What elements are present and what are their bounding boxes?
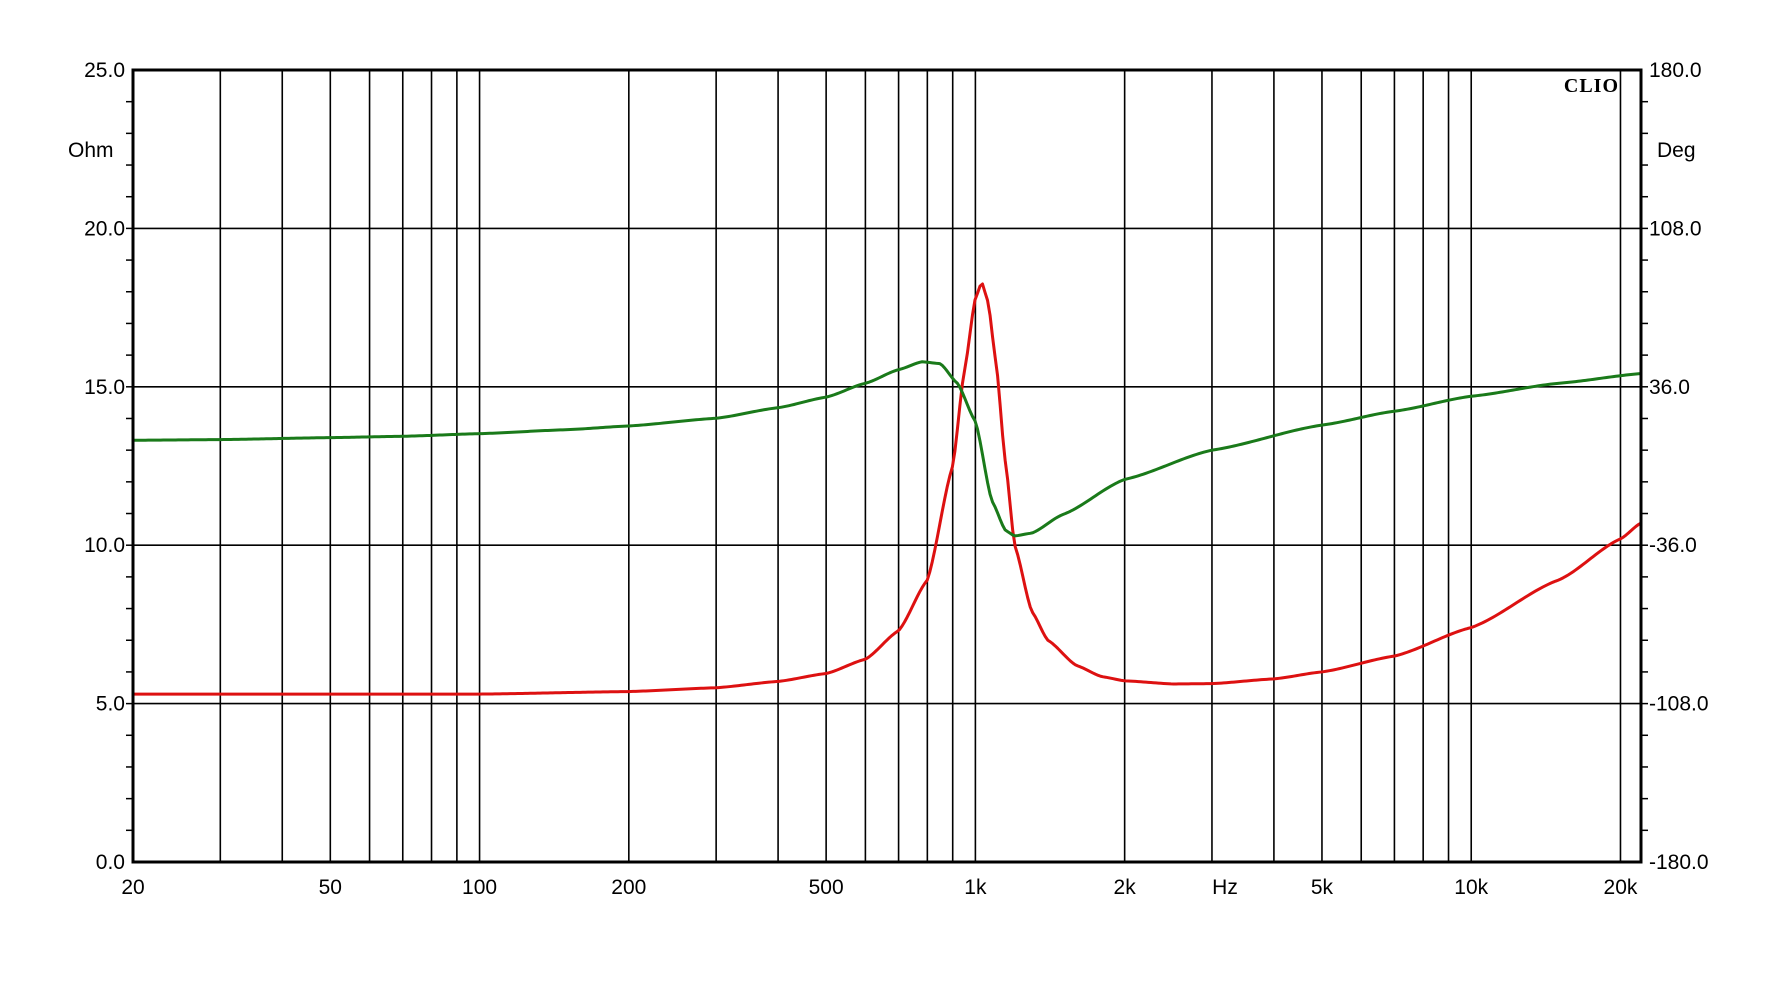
left-tick-label: 20.0 [84, 217, 125, 240]
right-tick-label: 108.0 [1649, 217, 1702, 240]
x-axis-unit: Hz [1212, 876, 1238, 899]
right-tick-label: -108.0 [1649, 693, 1709, 716]
x-tick-label: 10k [1454, 876, 1488, 899]
left-tick-label: 10.0 [84, 534, 125, 557]
x-tick-label: 2k [1114, 876, 1137, 899]
brand-label: CLIO [1564, 75, 1619, 97]
x-tick-label: 50 [319, 876, 342, 899]
x-tick-label: 20 [121, 876, 144, 899]
right-tick-label: 180.0 [1649, 59, 1702, 82]
x-tick-label: 5k [1311, 876, 1334, 899]
left-tick-label: 15.0 [84, 376, 125, 399]
left-axis-unit: Ohm [68, 139, 114, 162]
right-tick-label: 36.0 [1649, 376, 1690, 399]
data-series [132, 282, 1642, 696]
right-tick-label: -36.0 [1649, 534, 1697, 557]
grid-lines [126, 69, 1648, 863]
x-tick-label: 500 [809, 876, 844, 899]
phase-curve [132, 360, 1642, 538]
x-tick-label: 100 [462, 876, 497, 899]
axis-labels: 20 50 100 200 500 1k 2k 5k 10k 20k 0.0 5.0 10.0 15.0 2… [84, 59, 1708, 899]
plot-frame [131, 68, 1643, 864]
x-tick-label: 1k [964, 876, 987, 899]
right-axis-unit: Deg [1657, 139, 1696, 162]
left-tick-label: 25.0 [84, 59, 125, 82]
left-tick-label: 0.0 [96, 851, 125, 874]
right-tick-label: -180.0 [1649, 851, 1709, 874]
x-tick-label: 200 [611, 876, 646, 899]
impedance-curve [133, 282, 1642, 696]
x-tick-label: 20k [1604, 876, 1638, 899]
left-tick-label: 5.0 [96, 693, 125, 716]
